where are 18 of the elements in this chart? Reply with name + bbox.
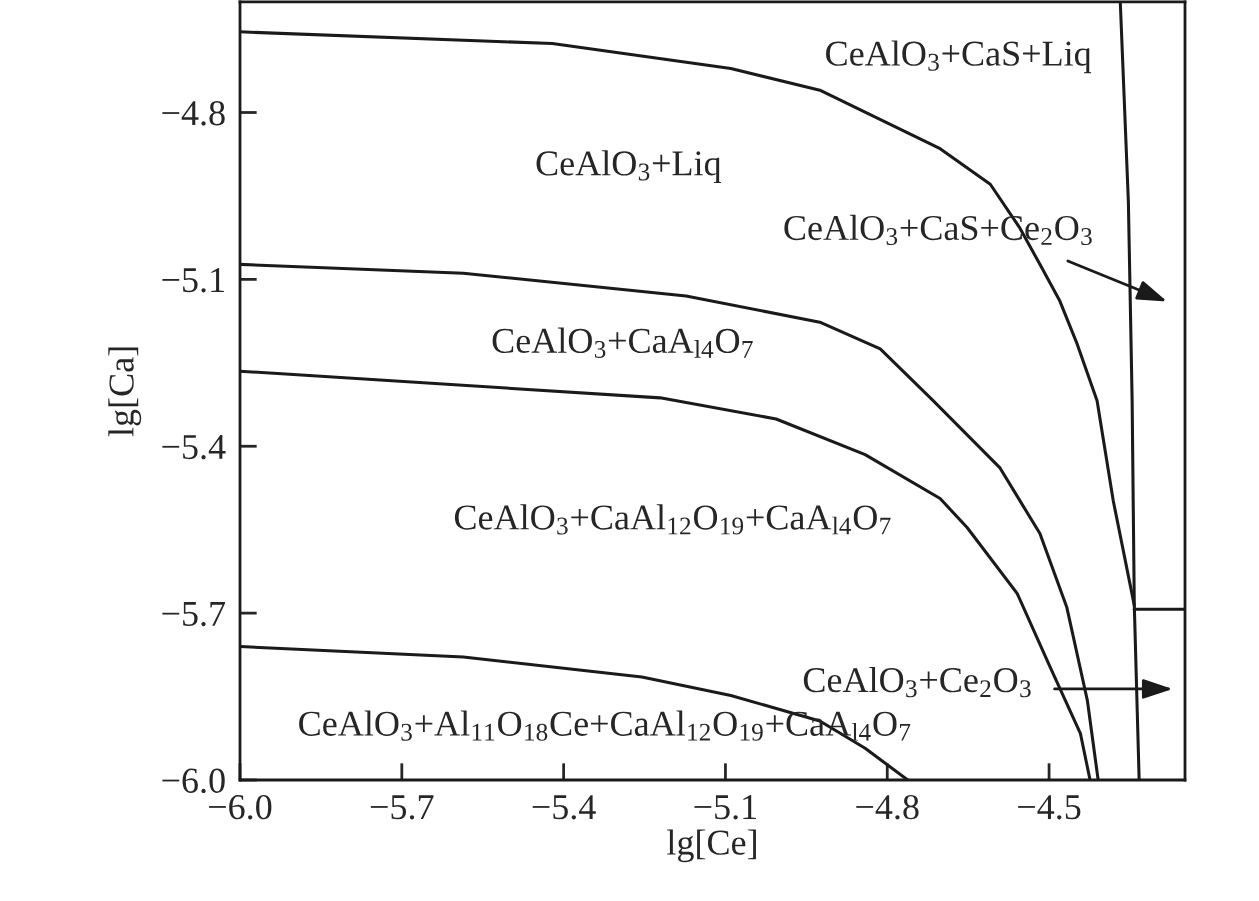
x-tick-label: −4.5 bbox=[1018, 795, 1081, 820]
text: CeAlO$_{3}$+CaAl$_{12}$O$_{19}$+CaA$_{l4}$O$_{7}$ bbox=[454, 504, 891, 535]
y-tick-label: −5.4 bbox=[162, 435, 226, 460]
x-tick-label: −5.1 bbox=[694, 795, 757, 820]
annotation: CeAlO$_{3}$+Ce$_{2}$O$_{3}$ bbox=[803, 666, 1031, 698]
y-tick-label: −5.1 bbox=[162, 268, 224, 293]
x-tick-label: −5.4 bbox=[532, 795, 596, 820]
x-tick-label: −5.7 bbox=[370, 795, 434, 820]
annotation: CeAlO$_{3}$+CaA$_{l4}$O$_{7}$ bbox=[492, 327, 753, 358]
y-axis-title: lg[Ca] bbox=[108, 347, 142, 437]
annotation: CeAlO$_{3}$+CaS+Liq bbox=[826, 40, 1092, 74]
y-tick-label: −5.7 bbox=[162, 602, 226, 627]
y-tick-label: −6.0 bbox=[162, 768, 225, 794]
x-tick-label: −6.0 bbox=[209, 794, 272, 820]
x-axis-title: lg[Ce] bbox=[667, 829, 756, 863]
x-tick-label: −4.8 bbox=[856, 794, 919, 820]
y-tick-label: −4.8 bbox=[162, 101, 225, 126]
annotation: CeAlO$_{3}$+Liq bbox=[536, 150, 721, 183]
